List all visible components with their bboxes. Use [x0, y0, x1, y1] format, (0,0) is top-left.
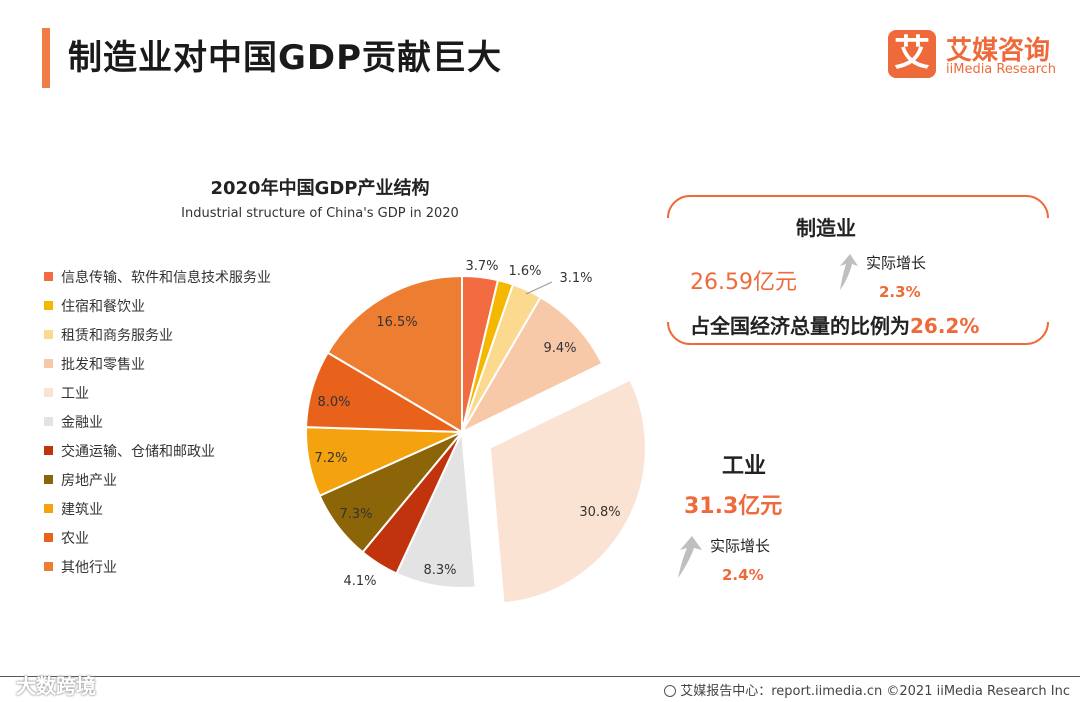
industry-title: 工业 [722, 454, 767, 479]
legend-swatch [44, 562, 53, 571]
pie-data-label: 8.0% [317, 395, 350, 410]
iimedia-logo: 艾 艾媒咨询 iiMedia Research [888, 30, 1058, 82]
legend-item: 信息传输、软件和信息技术服务业 [44, 262, 271, 291]
legend-item: 交通运输、仓储和邮政业 [44, 436, 271, 465]
logo-mark: 艾 [888, 30, 936, 78]
legend-item: 住宿和餐饮业 [44, 291, 271, 320]
legend-label: 农业 [61, 530, 89, 547]
legend-swatch [44, 359, 53, 368]
manufacturing-value: 26.59亿元 [690, 270, 797, 295]
legend-item: 农业 [44, 523, 271, 552]
pie-data-label: 30.8% [579, 505, 620, 520]
industry-growth-value: 2.4% [722, 566, 764, 584]
legend-swatch [44, 475, 53, 484]
title-accent-bar [42, 28, 50, 88]
industry-value: 31.3亿元 [684, 494, 783, 519]
logo-en-text: iiMedia Research [946, 62, 1057, 77]
pie-data-label: 7.2% [314, 451, 347, 466]
watermark: 大数跨境 [16, 674, 96, 698]
pie-data-label: 8.3% [423, 563, 456, 578]
legend-label: 金融业 [61, 414, 103, 431]
legend-label: 租赁和商务服务业 [61, 327, 173, 344]
legend-swatch [44, 446, 53, 455]
legend-label: 住宿和餐饮业 [61, 298, 145, 315]
manufacturing-growth-value: 2.3% [879, 283, 921, 301]
legend-swatch [44, 417, 53, 426]
legend-item: 租赁和商务服务业 [44, 320, 271, 349]
legend-item: 房地产业 [44, 465, 271, 494]
legend-swatch [44, 504, 53, 513]
legend-label: 其他行业 [61, 559, 117, 576]
legend-item: 工业 [44, 378, 271, 407]
globe-icon [664, 685, 677, 697]
legend-item: 金融业 [44, 407, 271, 436]
pie-slice [488, 378, 647, 605]
manufacturing-share-text: 占全国经济总量的比例为 [690, 314, 910, 338]
manufacturing-share-value: 26.2% [910, 314, 980, 338]
pie-data-label: 3.7% [465, 259, 498, 274]
legend-swatch [44, 388, 53, 397]
industry-growth-label: 实际增长 [710, 537, 771, 555]
growth-arrow-icon [840, 254, 858, 290]
legend-label: 交通运输、仓储和邮政业 [61, 443, 215, 460]
label-leader-line [525, 281, 553, 295]
legend-label: 工业 [61, 385, 89, 402]
legend-item: 批发和零售业 [44, 349, 271, 378]
legend-item: 建筑业 [44, 494, 271, 523]
pie-data-label: 1.6% [508, 264, 541, 279]
page-title: 制造业对中国GDP贡献巨大 [68, 38, 503, 78]
pie-data-label: 4.1% [343, 574, 376, 589]
manufacturing-callout-frame [667, 195, 1049, 345]
legend-swatch [44, 533, 53, 542]
pie-data-label: 9.4% [543, 341, 576, 356]
legend-label: 建筑业 [61, 501, 103, 518]
legend-label: 批发和零售业 [61, 356, 145, 373]
pie-data-label: 3.1% [559, 271, 592, 286]
footer-source-text: 艾媒报告中心：report.iimedia.cn ©2021 iiMedia R… [680, 684, 1070, 699]
manufacturing-title: 制造业 [796, 216, 856, 240]
pie-data-label: 7.3% [339, 507, 372, 522]
legend-swatch [44, 301, 53, 310]
manufacturing-share: 占全国经济总量的比例为26.2% [690, 310, 979, 339]
pie-slice [459, 295, 604, 435]
legend-label: 房地产业 [61, 472, 117, 489]
legend-swatch [44, 272, 53, 281]
legend-item: 其他行业 [44, 552, 271, 581]
manufacturing-growth-label: 实际增长 [866, 254, 927, 272]
chart-subtitle: Industrial structure of China's GDP in 2… [181, 206, 459, 221]
chart-title: 2020年中国GDP产业结构 [210, 178, 430, 199]
footer-divider [0, 676, 1080, 677]
legend-label: 信息传输、软件和信息技术服务业 [61, 269, 271, 286]
growth-arrow-icon [678, 536, 702, 578]
footer-source: 艾媒报告中心：report.iimedia.cn ©2021 iiMedia R… [664, 680, 1070, 699]
chart-legend: 信息传输、软件和信息技术服务业 住宿和餐饮业租赁和商务服务业 批发和零售业 工业金融业… [44, 262, 271, 581]
pie-data-label: 16.5% [376, 315, 417, 330]
pie-slice [326, 274, 463, 434]
legend-swatch [44, 330, 53, 339]
logo-cn-text: 艾媒咨询 [946, 36, 1051, 66]
